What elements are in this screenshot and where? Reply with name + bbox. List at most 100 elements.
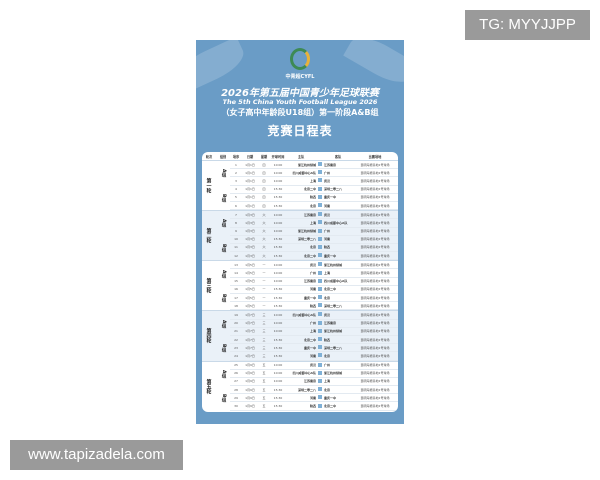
venue: 昆明海埂基地2号球场 — [360, 337, 390, 342]
away-team: 河南 — [324, 237, 331, 242]
kickoff-time: 10:00 — [273, 312, 283, 317]
away-team: 武汉 — [324, 212, 331, 217]
kickoff-time: 15:30 — [273, 245, 283, 250]
venue: 昆明海埂基地2号球场 — [360, 387, 390, 392]
match-no: 22 — [234, 337, 238, 342]
vs-icon — [318, 262, 322, 267]
away-team: 河南 — [324, 203, 331, 208]
cyfl-logo — [290, 48, 310, 70]
home-team: 广州 — [309, 321, 316, 326]
home-team: 陕西 — [309, 195, 316, 200]
weekday: 六 — [262, 253, 266, 258]
kickoff-time: 10:00 — [273, 170, 283, 175]
home-team: 重庆一中 — [303, 345, 316, 350]
kickoff-time: 15:30 — [273, 295, 283, 300]
weekday: 六 — [262, 229, 266, 234]
weekday: 四 — [262, 170, 266, 175]
match-no: 23 — [234, 345, 238, 350]
venue: 昆明海埂基地2号球场 — [360, 187, 390, 192]
venue: 昆明海埂基地2号球场 — [360, 395, 390, 400]
column-header: 场序 — [232, 154, 240, 159]
match-date: 1月9日 — [245, 395, 255, 400]
vs-icon — [318, 228, 322, 233]
venue: 昆明海埂基地2号球场 — [360, 345, 390, 350]
leaf-decoration — [343, 40, 404, 91]
home-team: 深圳二零二八 — [297, 237, 316, 242]
vs-icon — [318, 337, 322, 342]
home-team: 江苏南京 — [303, 279, 316, 284]
match-no: 18 — [234, 303, 238, 308]
venue: 昆明海埂基地2号球场 — [360, 237, 390, 242]
match-no: 2 — [235, 170, 237, 175]
vs-icon — [318, 328, 322, 333]
away-team: 陕西 — [324, 337, 331, 342]
weekday: 三 — [262, 329, 266, 334]
vs-icon — [318, 186, 322, 191]
weekday: 六 — [262, 212, 266, 217]
away-team: 广州 — [324, 229, 331, 234]
kickoff-time: 15:30 — [273, 353, 283, 358]
match-no: 21 — [234, 329, 238, 334]
away-team: 浙江杭州绿城 — [324, 262, 343, 267]
match-no: 5 — [235, 195, 237, 200]
match-no: 28 — [234, 387, 238, 392]
venue: 昆明海埂基地2号球场 — [360, 404, 390, 409]
match-date: 1月7日 — [245, 353, 255, 358]
away-team: 北京 — [324, 295, 331, 300]
vs-icon — [318, 212, 322, 217]
vs-icon — [318, 353, 322, 358]
weekday: 四 — [262, 195, 266, 200]
match-date: 1月3日 — [245, 212, 255, 217]
table-row: 8 1月3日 六 10:00 上海 四川成都中心A队 昆明海埂基地2号球场 — [230, 219, 398, 228]
group-label: B组 — [221, 394, 226, 403]
venue: 昆明海埂基地2号球场 — [360, 312, 390, 317]
venue: 昆明海埂基地2号球场 — [360, 262, 390, 267]
home-team: 武汉 — [309, 363, 316, 368]
group-label: B组 — [221, 193, 226, 202]
column-header: 星期 — [260, 154, 268, 159]
table-row: 4 1月1日 四 15:30 北京二中 深圳二零二八 昆明海埂基地2号球场 — [230, 186, 398, 194]
home-team: 四川成都中心A队 — [292, 371, 316, 376]
group-label: A组 — [221, 269, 226, 278]
match-date: 1月5日 — [245, 295, 255, 300]
home-team: 北京二中 — [303, 337, 316, 342]
home-team: 北京 — [309, 203, 316, 208]
home-team: 上海 — [309, 220, 316, 225]
group-label: A组 — [221, 319, 226, 328]
venue: 昆明海埂基地2号球场 — [360, 321, 390, 326]
match-date: 1月5日 — [245, 279, 255, 284]
away-team: 浙江杭州绿城 — [324, 329, 343, 334]
subtitle: （女子高中年龄段U18组）第一阶段A&B组 — [221, 108, 379, 117]
match-no: 29 — [234, 395, 238, 400]
venue: 昆明海埂基地2号球场 — [360, 212, 390, 217]
home-team: 江苏南京 — [303, 379, 316, 384]
venue: 昆明海埂基地2号球场 — [360, 371, 390, 376]
kickoff-time: 15:30 — [273, 387, 283, 392]
match-no: 3 — [235, 178, 237, 183]
kickoff-time: 15:30 — [273, 195, 283, 200]
home-team: 浙江杭州绿城 — [297, 162, 316, 167]
home-team: 北京二中 — [303, 187, 316, 192]
weekday: 六 — [262, 237, 266, 242]
table-row: 20 1月7日 三 10:00 广州 江苏南京 昆明海埂基地2号球场 — [230, 320, 398, 328]
match-date: 1月5日 — [245, 303, 255, 308]
home-team: 陕西 — [309, 404, 316, 409]
match-no: 14 — [234, 271, 238, 276]
group-label: A组 — [221, 219, 226, 228]
home-team: 重庆一中 — [303, 295, 316, 300]
vs-icon — [318, 162, 322, 167]
match-date: 1月9日 — [245, 404, 255, 409]
match-date: 1月1日 — [245, 203, 255, 208]
match-no: 6 — [235, 203, 237, 208]
match-date: 1月7日 — [245, 321, 255, 326]
vs-icon — [318, 194, 322, 199]
schedule-table: 轮次 组别 场序 日期 星期 开球时间 主队 客队 比赛场地 第一轮 A组 B组 1 1月1日四 10:0… — [202, 152, 398, 412]
match-no: 26 — [234, 371, 238, 376]
match-no: 9 — [235, 229, 237, 234]
home-team: 广州 — [309, 271, 316, 276]
venue: 昆明海埂基地2号球场 — [360, 229, 390, 234]
vs-icon — [318, 253, 322, 258]
logo-text: 中青超CYFL — [285, 74, 315, 80]
column-header: 客队 — [334, 154, 342, 159]
vs-icon — [318, 244, 322, 249]
